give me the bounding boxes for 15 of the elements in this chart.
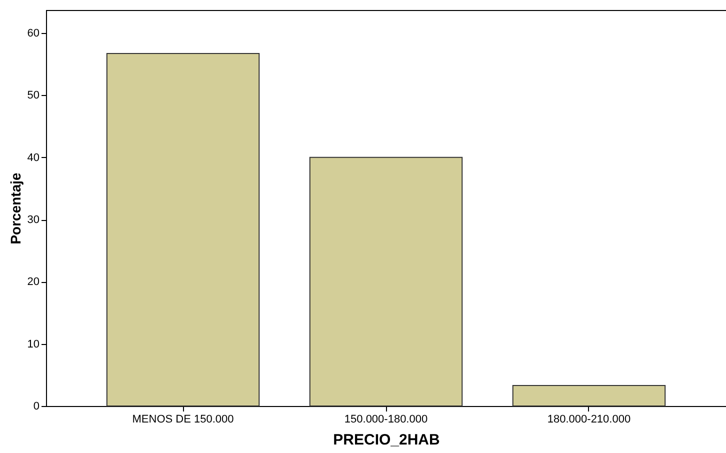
- y-tick-label: 20: [27, 276, 40, 288]
- bar: [512, 384, 666, 406]
- bar: [309, 156, 463, 406]
- x-axis-title: PRECIO_2HAB: [333, 432, 440, 448]
- bar: [106, 53, 260, 406]
- y-axis-title: Porcentaje: [7, 172, 24, 244]
- x-tick-label: 150.000-180.000: [344, 414, 428, 426]
- y-tick-label: 30: [27, 214, 40, 226]
- x-tick-label: MENOS DE 150.000: [132, 414, 234, 426]
- y-tick-label: 50: [27, 90, 40, 102]
- y-tick-label: 40: [27, 152, 40, 164]
- y-tick-label: 0: [33, 400, 40, 412]
- x-tick-label: 180.000-210.000: [547, 414, 631, 426]
- y-tick-label: 60: [27, 28, 40, 40]
- y-tick-label: 10: [27, 338, 40, 350]
